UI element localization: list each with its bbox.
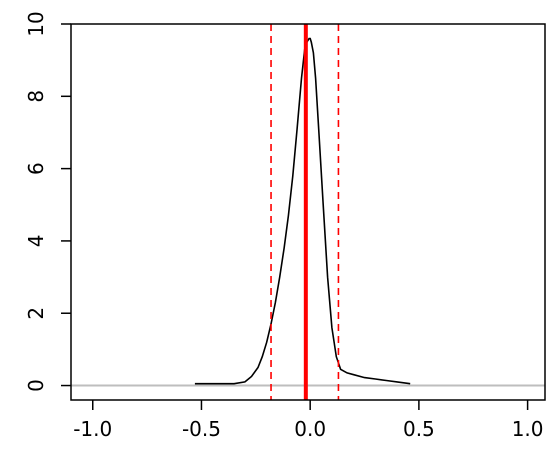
chart-marks xyxy=(71,24,545,400)
x-tick-label: 1.0 xyxy=(512,417,544,441)
y-tick-label: 0 xyxy=(24,379,48,392)
x-tick-label: 0.0 xyxy=(294,417,326,441)
y-tick-label: 8 xyxy=(24,90,48,103)
x-tick-label: 0.5 xyxy=(403,417,435,441)
y-tick-label: 2 xyxy=(24,307,48,320)
x-tick-label: -1.0 xyxy=(73,417,112,441)
y-tick-label: 10 xyxy=(24,11,48,36)
chart-axes: -1.0 -0.5 0.0 0.5 1.0 0 2 4 6 8 10 xyxy=(24,11,544,441)
plot-frame xyxy=(70,23,546,401)
y-tick-label: 6 xyxy=(24,162,48,175)
y-tick-label: 4 xyxy=(24,235,48,248)
density-curve-0 xyxy=(194,37,411,385)
x-tick-label: -0.5 xyxy=(182,417,221,441)
